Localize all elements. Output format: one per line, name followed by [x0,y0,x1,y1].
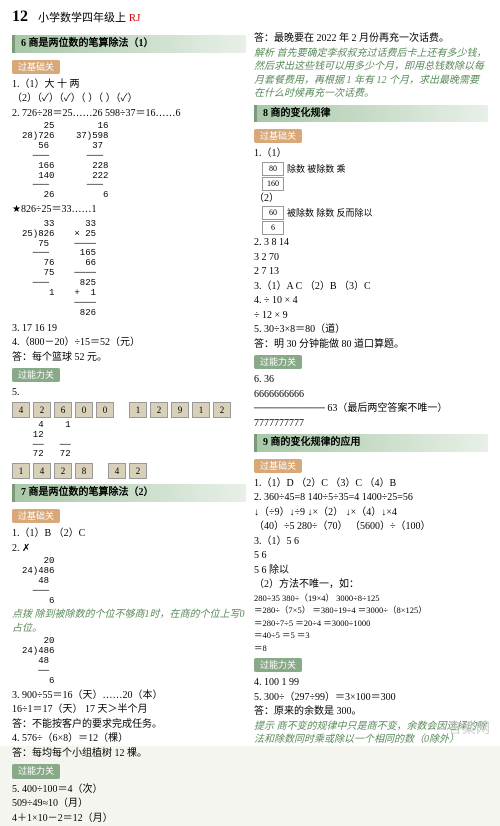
answer-box: 80 除数 被除数 乘 [254,162,488,176]
text-line: 3. 17 16 19 [12,322,246,336]
text-line: （2）方法不唯一，如： [254,578,488,592]
text-line: 1.（1）B （2）C [12,527,246,541]
text-line: （2）（✓）（✓）（ ）（ ）（✓） [12,92,246,106]
text-line: 1.（1）D （2）C （3）C （4）B [254,477,488,491]
tab-ability: 过能力关 [254,658,302,672]
text-line: 答：最晚要在 2022 年 2 月份再充一次话费。 [254,32,488,46]
text-line: 5 6 [254,549,488,563]
text-line: （40）÷5 280÷（70） （5600）÷（100） [254,520,488,534]
text-line: 280÷35 380÷（19×4） 3000÷8÷125 [254,593,488,604]
tab-basic: 过基础关 [12,60,60,74]
text-line: 5. 30÷3×8＝80（道） [254,323,488,337]
section-6-title: 6 商是两位数的笔算除法（1） [12,35,246,53]
box-row: 1 4 2 8 [12,463,93,479]
text-line: 4＋1×10－2＝12（月） [12,812,246,826]
multiplication: 33 × 25 ──── 165 66 ──── 825 + 1 ──── 82… [74,220,96,319]
text-line: 3. 900÷55＝16（天）……20（本） [12,689,246,703]
text-line: ────────── 63（最后两空答案不唯一） [254,402,488,416]
text-line: ＝280÷7÷5 ＝20÷4 ＝3000÷1000 [254,618,488,629]
text-line: 2. ✗ [12,542,246,556]
text-line: ÷ 12 × 9 [254,309,488,323]
text-line: 3.（1）5 6 [254,535,488,549]
text-line: ＝40÷5 ＝5 ＝3 [254,630,488,641]
long-division: 25 16 28)726 37)598 56 37 ─── ─── 166 22… [22,122,246,201]
text-line: ＝8 [254,643,488,654]
long-division: 20 24)486 48 ─── 6 [22,557,246,606]
text-line: 答：不能按客户的要求完成任务。 [12,718,246,732]
box-row: 1 2 9 1 2 [129,402,231,418]
long-division: 33 25)826 75 ─── 76 75 ─── 1 [22,220,54,319]
text-line: 3 2 70 [254,251,488,265]
page-header: 12 小学数学四年级上 RJ [12,8,488,26]
text-line: 6666666666 [254,388,488,402]
text-line: 1.（1） [254,147,488,161]
watermark: 答案网 [448,718,490,738]
text-line: 2 7 13 [254,265,488,279]
text-line: 2. 3 8 14 [254,236,488,250]
tab-basic: 过基础关 [254,129,302,143]
tab-ability: 过能力关 [12,764,60,778]
text-line: 5. [12,386,246,400]
text-line: 2. 360÷45=8 140÷5÷35=4 1400÷25=56 [254,491,488,505]
long-division: 20 24)486 48 ── 6 [22,637,246,686]
text-line: ＝280÷（7×5） ＝380÷19÷4 ＝3000÷（8×125） [254,605,488,616]
page-number: 12 [12,8,28,26]
answer-box: 6 [254,221,488,235]
text-line: （2） [254,192,488,206]
note-text: 点拨 除到被除数的个位不够商1时，在商的个位上写0占位。 [12,608,246,635]
tab-basic: 过基础关 [254,459,302,473]
text-line: 509÷49≈10（月） [12,797,246,811]
text-line: ↓（÷9）↓÷9 ↓×（2） ↓×（4）↓×4 [254,506,488,520]
text-line: 答：每个篮球 52 元。 [12,351,246,365]
answer-box: 160 [254,177,488,191]
text-line: 4.（800－20）÷15＝52（元） [12,336,246,350]
text-line: 2. 726÷28＝25……26 598÷37＝16……6 [12,107,246,121]
text-line: ★826÷25＝33……1 [12,203,246,217]
text-line: 6. 36 [254,373,488,387]
text-line: 7777777777 [254,417,488,431]
box-row: 4 2 6 0 0 [12,402,114,418]
text-line: 答：每均每个小组植树 12 棵。 [12,747,246,761]
left-column: 6 商是两位数的笔算除法（1） 过基础关 1.（1）大 十 两 （2）（✓）（✓… [12,31,246,826]
right-column: 答：最晚要在 2022 年 2 月份再充一次话费。 解析 首先要确定李叔叔充过话… [254,31,488,826]
text-line: 3.（1）A C （2）B （3）C [254,280,488,294]
long-division: 4 1 12 ── ── 72 72 [22,421,246,461]
text-line: 答：明 30 分钟能做 80 道口算题。 [254,338,488,352]
text-line: 16÷1＝17（天） 17 天＞半个月 [12,703,246,717]
section-8-title: 8 商的变化规律 [254,105,488,123]
text-line: 5. 400÷100＝4（次） [12,783,246,797]
section-7-title: 7 商是两位数的笔算除法（2） [12,484,246,502]
box-row: 4 2 [108,463,147,479]
answer-box: 60 被除数 除数 反而除以 [254,206,488,220]
text-line: 5 6 除以 [254,564,488,578]
text-line: 4. ÷ 10 × 4 [254,294,488,308]
text-line: 5. 300÷（297÷99）＝3×100＝300 [254,691,488,705]
explanation: 解析 首先要确定李叔叔充过话费后卡上还有多少钱，然后求出这些钱可以用多少个月，即… [254,47,488,101]
text-line: 答：原来的余数是 300。 [254,705,488,719]
text-line: 4. 576÷（6×8）＝12（棵） [12,732,246,746]
header-title: 小学数学四年级上 RJ [38,9,140,25]
tab-basic: 过基础关 [12,509,60,523]
text-line: 1.（1）大 十 两 [12,78,246,92]
tab-ability: 过能力关 [254,355,302,369]
section-9-title: 9 商的变化规律的应用 [254,434,488,452]
text-line: 4. 100 1 99 [254,676,488,690]
tab-ability: 过能力关 [12,368,60,382]
